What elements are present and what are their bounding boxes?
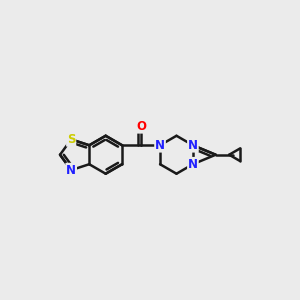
Text: N: N <box>66 164 76 177</box>
Text: N: N <box>188 158 198 171</box>
Text: N: N <box>188 139 198 152</box>
Text: N: N <box>155 139 165 152</box>
Text: S: S <box>67 133 75 146</box>
Text: O: O <box>136 120 146 133</box>
